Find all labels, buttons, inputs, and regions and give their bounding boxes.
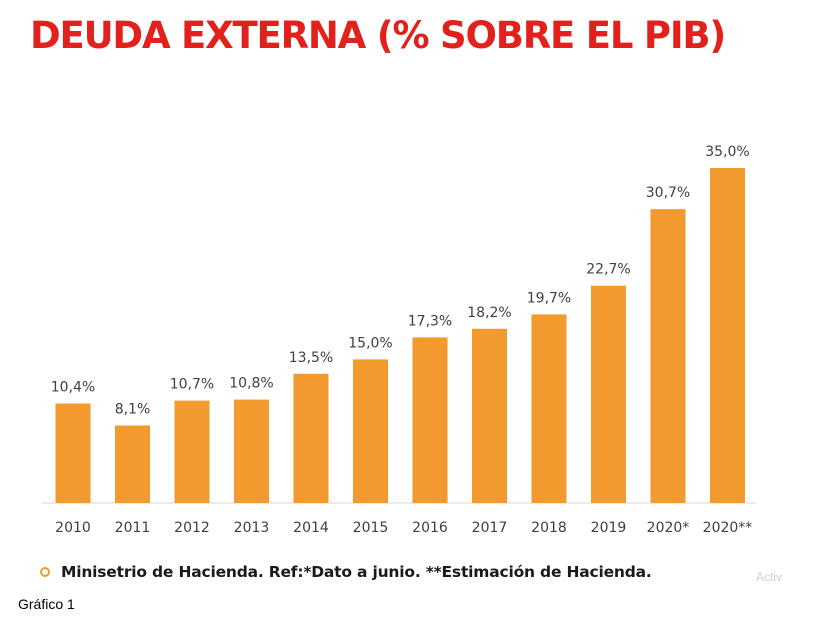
bar-2014 (293, 373, 329, 503)
category-label-2017: 2017 (472, 520, 508, 536)
source-note: Minisetrio de Hacienda. Ref:*Dato a juni… (40, 563, 652, 581)
category-label-2018: 2018 (531, 520, 567, 536)
bar-2011 (115, 425, 150, 503)
category-label-2015: 2015 (353, 520, 389, 536)
value-label-2015: 15,0% (348, 335, 392, 351)
category-label-2014: 2014 (293, 520, 329, 536)
value-label-2019: 22,7% (586, 262, 630, 278)
bar-2013 (234, 399, 269, 503)
bar-2020** (710, 168, 745, 503)
bar-2010 (55, 403, 91, 503)
value-label-2012: 10,7% (170, 377, 214, 393)
category-label-2011: 2011 (115, 520, 151, 536)
chart-title: DEUDA EXTERNA (% SOBRE EL PIB) (30, 14, 726, 57)
value-label-2017: 18,2% (467, 305, 511, 321)
category-label-2016: 2016 (412, 520, 448, 536)
category-label-2020*: 2020* (647, 520, 690, 536)
bar-2020* (650, 209, 686, 503)
bullet-circle-icon (40, 567, 50, 577)
activation-watermark: Activ (756, 570, 783, 584)
value-label-2011: 8,1% (115, 402, 151, 418)
category-label-2013: 2013 (234, 520, 270, 536)
bar-2015 (353, 359, 388, 503)
value-label-2020**: 35,0% (705, 144, 749, 160)
value-label-2013: 10,8% (229, 376, 273, 392)
bar-2018 (531, 314, 567, 503)
source-text: Minisetrio de Hacienda. Ref:*Dato a juni… (61, 563, 652, 581)
category-label-2020**: 2020** (703, 520, 753, 536)
value-label-2014: 13,5% (289, 350, 333, 366)
category-label-2012: 2012 (174, 520, 210, 536)
bar-2019 (591, 285, 626, 503)
bar-2012 (174, 400, 210, 503)
value-labels-group: 10,4% 8,1% 10,7% 10,8% 13,5% 15,0% 17,3% 18,2% 1… (51, 144, 750, 418)
value-label-2020*: 30,7% (646, 185, 690, 201)
category-label-2019: 2019 (591, 520, 627, 536)
bars-group (55, 168, 745, 503)
bar-2016 (412, 337, 448, 503)
value-label-2010: 10,4% (51, 380, 95, 396)
value-label-2018: 19,7% (527, 290, 571, 306)
figure-caption: Gráfico 1 (18, 596, 75, 612)
category-label-2010: 2010 (55, 520, 91, 536)
category-labels-group: 2010 2011 2012 2013 2014 2015 2016 2017 2018 2019… (55, 520, 752, 536)
bar-2017 (472, 328, 507, 503)
bar-chart: 10,4% 8,1% 10,7% 10,8% 13,5% 15,0% 17,3% 18,2% 1… (42, 144, 756, 536)
value-label-2016: 17,3% (408, 313, 452, 329)
